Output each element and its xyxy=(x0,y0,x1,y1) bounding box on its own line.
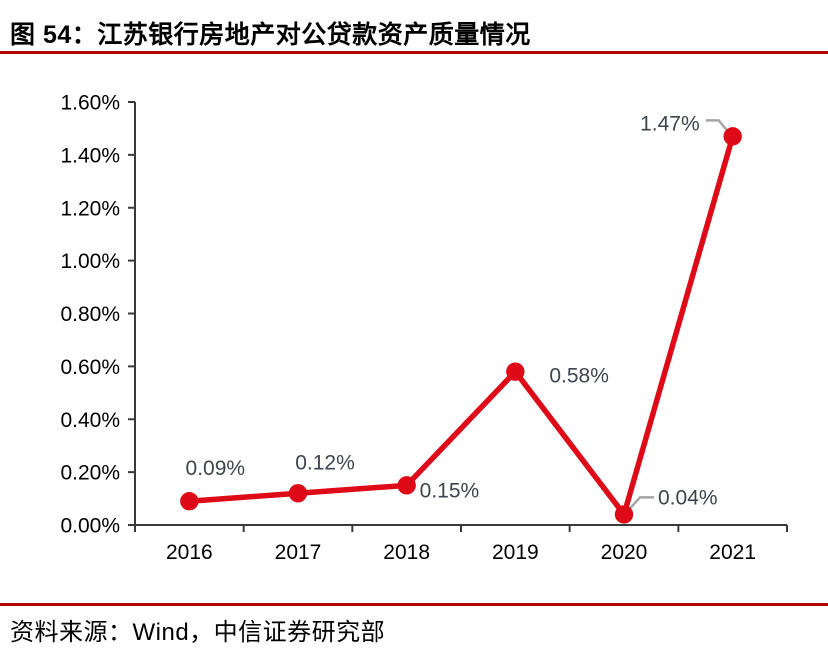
y-axis-tick-label: 1.40% xyxy=(60,144,120,167)
data-point-marker xyxy=(723,127,742,146)
x-axis-tick-label: 2018 xyxy=(383,541,430,564)
data-point-label: 1.47% xyxy=(640,112,700,135)
data-point-label: 0.09% xyxy=(186,457,246,480)
data-point-label: 0.15% xyxy=(420,479,480,502)
data-point-marker xyxy=(506,362,525,381)
series-line xyxy=(186,133,736,518)
line-chart-canvas: 0.00% 0.20% 0.40% 0.60% 0.80% 1.00% 1.20% 1.40%… xyxy=(60,92,788,564)
y-axis-tick-label: 0.80% xyxy=(60,303,120,326)
data-point-marker xyxy=(288,484,308,503)
source-note: 资料来源：Wind，中信证券研究部 xyxy=(10,619,386,646)
x-axis-tick-label: 2017 xyxy=(275,541,322,564)
y-axis-tick-label: 0.40% xyxy=(60,409,120,432)
y-axis-tick-label: 1.60% xyxy=(60,92,120,115)
data-point-label: 0.58% xyxy=(549,365,609,388)
y-axis-tick-label: 0.60% xyxy=(60,356,120,379)
data-point-label: 0.04% xyxy=(658,486,718,509)
data-point-label: 0.12% xyxy=(295,451,355,474)
y-axis-tick-label: 1.00% xyxy=(60,250,120,273)
data-point-marker xyxy=(180,492,199,511)
y-axis-tick-label: 0.20% xyxy=(60,462,120,485)
x-axis-tick-label: 2016 xyxy=(166,541,213,564)
label-leader-line xyxy=(629,496,654,510)
figure-title: 图 54：江苏银行房地产对公贷款资产质量情况 xyxy=(10,21,531,49)
y-axis-tick-label: 1.20% xyxy=(60,197,120,220)
title-rule xyxy=(0,51,828,54)
data-point-marker xyxy=(397,476,416,495)
y-axis-tick-label: 0.00% xyxy=(60,515,120,538)
label-leader-line xyxy=(705,119,730,134)
footer-rule xyxy=(0,603,828,606)
x-axis-tick-label: 2020 xyxy=(601,541,648,564)
x-axis-tick-label: 2019 xyxy=(492,541,539,564)
x-axis-tick-label: 2021 xyxy=(709,541,756,564)
data-point-marker xyxy=(614,505,634,524)
